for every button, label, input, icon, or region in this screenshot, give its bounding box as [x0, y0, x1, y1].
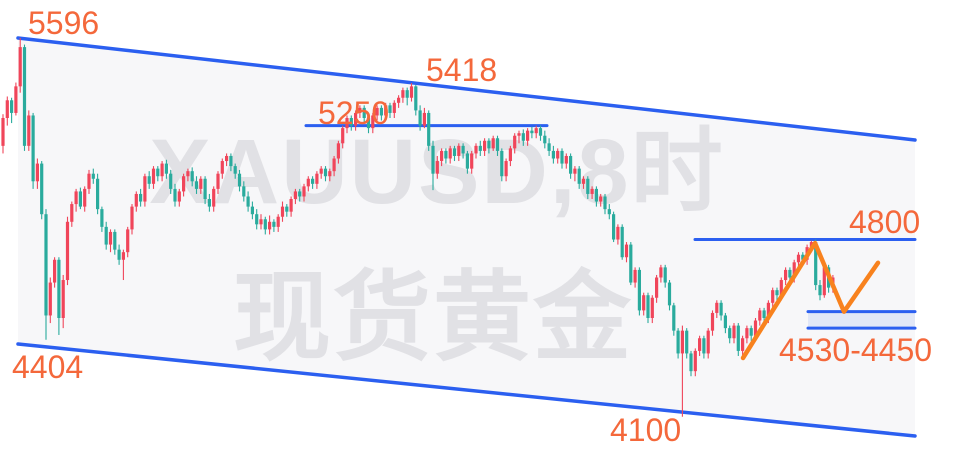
price-label-level-5250: 5250 [318, 95, 390, 131]
price-label-high-5596: 5596 [28, 5, 100, 41]
price-label-zone-4530-4450: 4530-4450 [779, 332, 933, 368]
price-label-swing-5418: 5418 [426, 52, 498, 88]
watermark-subtitle-text: 现货黄金 [233, 268, 633, 366]
price-label-level-4800: 4800 [849, 204, 921, 240]
price-label-channel-4404: 4404 [12, 349, 84, 385]
price-label-low-4100: 4100 [610, 412, 682, 448]
